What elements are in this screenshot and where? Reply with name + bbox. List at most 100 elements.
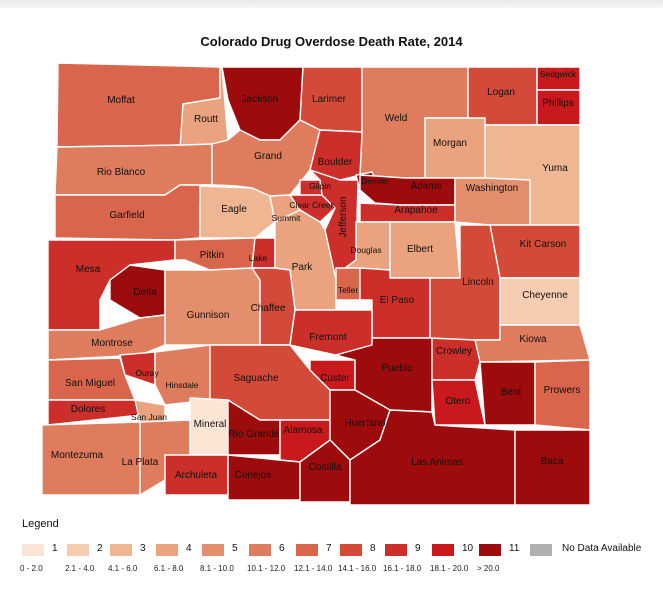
county-label-grand: Grand: [254, 151, 282, 162]
legend-swatch-6: [249, 544, 271, 556]
county-label-pueblo: Pueblo: [381, 363, 413, 374]
county-label-san-juan: San Juan: [131, 412, 167, 422]
county-label-phillips: Phillips: [542, 98, 574, 109]
county-label-montezuma: Montezuma: [51, 450, 104, 461]
county-clear-creek: [289, 194, 336, 223]
legend-range-label: 8.1 - 10.0: [200, 564, 234, 573]
legend-range-label: 14.1 - 16.0: [338, 564, 377, 573]
county-label-alamosa: Alamosa: [284, 425, 323, 436]
county-san-miguel: [47, 357, 136, 401]
county-label-washington: Washington: [466, 183, 518, 194]
county-gunnison: [164, 267, 261, 346]
legend-swatch-5: [202, 544, 224, 556]
legend-class-label: 8: [370, 543, 376, 554]
county-label-larimer: Larimer: [312, 94, 347, 105]
legend-swatch-1: [22, 544, 44, 556]
county-label-kit-carson: Kit Carson: [520, 239, 567, 250]
county-boulder: [309, 129, 363, 181]
legend-range-label: 12.1 - 14.0: [294, 564, 333, 573]
county-label-costilla: Costilla: [309, 462, 342, 473]
colorado-county-map: Moffat Routt Jackson Larimer Weld Logan Sedgwi…: [41, 62, 591, 506]
county-label-prowers: Prowers: [544, 385, 581, 396]
county-label-hinsdale: Hinsdale: [165, 380, 198, 390]
county-label-san-miguel: San Miguel: [65, 378, 115, 389]
county-label-adams: Adams: [410, 181, 441, 192]
county-label-baca: Baca: [541, 456, 564, 467]
legend-class-label: 1: [52, 543, 58, 554]
county-label-rio-grande: Rio Grande: [228, 429, 280, 440]
county-label-cheyenne: Cheyenne: [522, 290, 568, 301]
county-label-summit: Summit: [272, 213, 301, 223]
county-label-fremont: Fremont: [309, 332, 346, 343]
county-label-huerfano: Huerfano: [344, 418, 386, 429]
county-label-routt: Routt: [194, 114, 218, 125]
legend-class-label: 2: [97, 543, 103, 554]
legend-range-label: 0 - 2.0: [20, 564, 43, 573]
legend-class-label: 10: [462, 543, 474, 554]
legend-title: Legend: [22, 518, 59, 530]
map-title: Colorado Drug Overdose Death Rate, 2014: [200, 34, 463, 49]
county-label-conejos: Conejos: [235, 470, 272, 481]
county-label-el-paso: El Paso: [380, 295, 415, 306]
county-label-delta: Delta: [133, 287, 157, 298]
county-label-mineral: Mineral: [194, 419, 227, 430]
county-label-lincoln: Lincoln: [462, 277, 494, 288]
county-label-custer: Custer: [320, 373, 350, 384]
county-label-crowley: Crowley: [436, 346, 472, 357]
county-label-bent: Bent: [501, 387, 522, 398]
legend-class-label: 3: [140, 543, 146, 554]
county-label-saguache: Saguache: [233, 373, 278, 384]
county-label-boulder: Boulder: [318, 157, 353, 168]
county-label-teller: Teller: [338, 285, 358, 295]
legend-class-label: 11: [509, 543, 520, 554]
county-label-montrose: Montrose: [91, 338, 133, 349]
county-hinsdale: [154, 344, 211, 406]
legend-range-label: 6.1 - 8.0: [154, 564, 184, 573]
legend-swatch-7: [296, 544, 318, 556]
county-label-eagle: Eagle: [221, 204, 247, 215]
county-label-clear-creek: Clear Creek: [289, 200, 335, 210]
legend-range-label: 2.1 - 4.0: [65, 564, 95, 573]
county-label-arapahoe: Arapahoe: [394, 205, 438, 216]
legend-range-label: 4.1 - 6.0: [108, 564, 138, 573]
legend-range-label: 18.1 - 20.0: [430, 564, 469, 573]
county-otero: [431, 379, 486, 426]
county-label-yuma: Yuma: [542, 163, 568, 174]
county-label-gunnison: Gunnison: [187, 310, 230, 321]
county-label-sedgwick: Sedgwick: [540, 69, 577, 79]
legend-range-label: > 20.0: [477, 564, 500, 573]
county-cheyenne: [499, 277, 581, 326]
county-label-logan: Logan: [487, 87, 515, 98]
county-label-chaffee: Chaffee: [251, 303, 286, 314]
county-label-otero: Otero: [445, 396, 470, 407]
county-label-moffat: Moffat: [107, 95, 135, 106]
county-crowley: [429, 337, 481, 381]
county-label-jackson: Jackson: [242, 94, 279, 105]
county-label-lake: Lake: [249, 253, 268, 263]
county-label-kiowa: Kiowa: [519, 334, 547, 345]
legend-swatch-10: [432, 544, 454, 556]
county-label-la-plata: La Plata: [122, 457, 159, 468]
legend-swatch-9: [385, 544, 407, 556]
county-label-denver: Denver: [361, 176, 389, 186]
legend-swatch-2: [67, 544, 89, 556]
legend-class-label: 6: [279, 543, 285, 554]
county-label-morgan: Morgan: [433, 138, 467, 149]
county-label-archuleta: Archuleta: [175, 470, 218, 481]
county-baca: [514, 429, 591, 506]
county-label-ouray: Ouray: [135, 368, 159, 378]
county-kit-carson: [489, 224, 581, 279]
county-label-douglas: Douglas: [350, 245, 381, 255]
county-label-mesa: Mesa: [76, 264, 101, 275]
county-label-dolores: Dolores: [71, 404, 105, 415]
county-label-gilpin: Gilpin: [309, 181, 331, 191]
county-label-garfield: Garfield: [109, 210, 144, 221]
legend-no-data-label: No Data Available: [562, 543, 642, 554]
legend-class-label: 9: [415, 543, 421, 554]
county-label-pitkin: Pitkin: [200, 250, 224, 261]
legend-swatch-3: [110, 544, 132, 556]
county-las-animas: [349, 409, 516, 506]
legend-swatch-no-data: [530, 544, 552, 556]
county-label-rio-blanco: Rio Blanco: [97, 167, 146, 178]
county-label-elbert: Elbert: [407, 244, 433, 255]
